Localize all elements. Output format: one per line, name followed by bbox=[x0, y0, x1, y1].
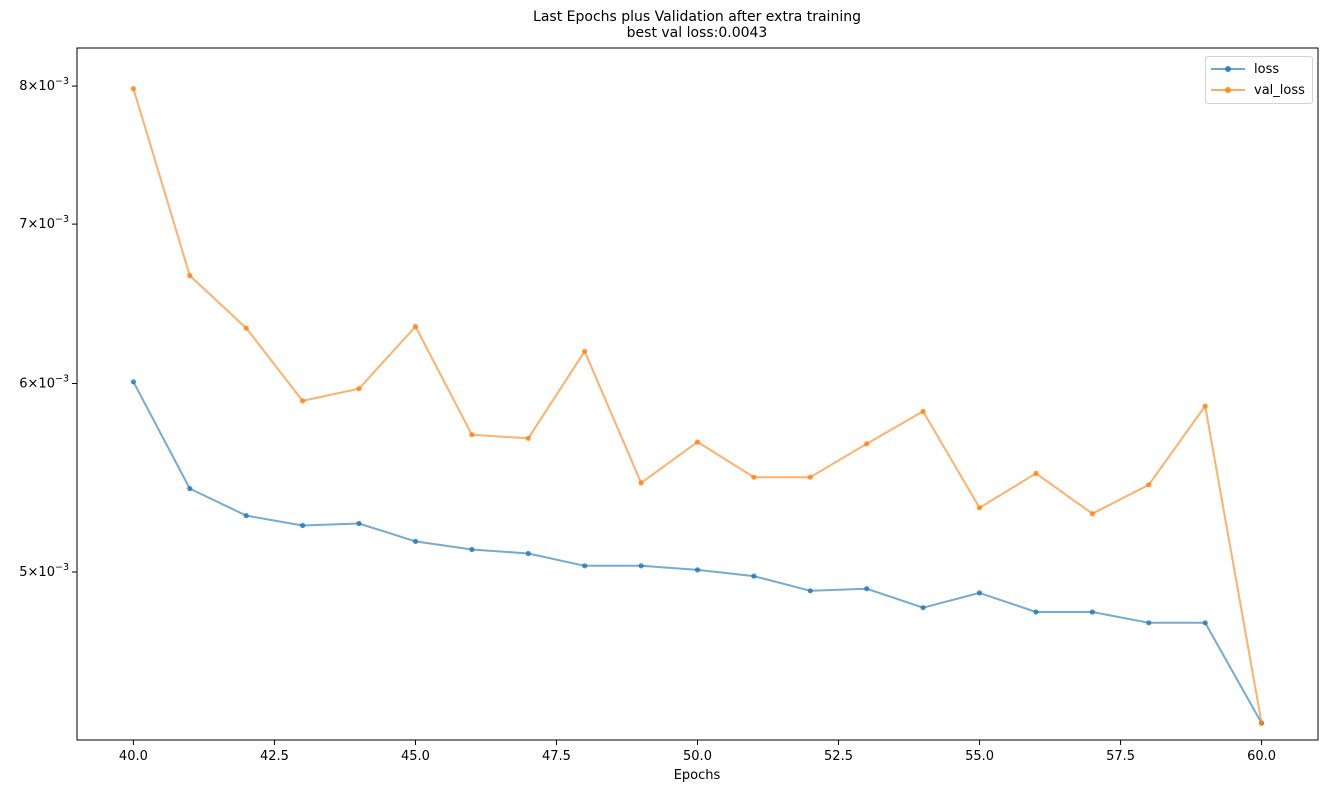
legend-item-val-loss: val_loss bbox=[1206, 81, 1305, 99]
data-point-loss bbox=[412, 538, 419, 545]
data-point-loss bbox=[807, 588, 813, 594]
data-point-loss bbox=[130, 379, 136, 385]
y-tick-label: 7×10−3 bbox=[19, 214, 69, 232]
x-tick-label: 57.5 bbox=[1106, 749, 1135, 764]
data-point-loss bbox=[920, 605, 926, 611]
data-point-val-loss bbox=[469, 432, 475, 438]
legend-label-val-loss: val_loss bbox=[1254, 82, 1305, 98]
data-point-loss bbox=[1089, 609, 1095, 615]
x-tick-label: 47.5 bbox=[542, 749, 571, 764]
chart-title: Last Epochs plus Validation after extra … bbox=[533, 9, 861, 25]
data-point-val-loss bbox=[187, 273, 193, 279]
data-point-loss bbox=[1033, 609, 1039, 615]
x-tick-label: 52.5 bbox=[824, 749, 853, 764]
data-point-loss bbox=[243, 513, 249, 519]
plot-frame bbox=[76, 47, 1319, 741]
data-point-val-loss bbox=[1259, 720, 1265, 726]
data-point-val-loss bbox=[920, 408, 926, 414]
legend-swatch-val-loss bbox=[1211, 81, 1245, 99]
data-point-loss bbox=[187, 486, 193, 492]
chart-subtitle: best val loss:0.0043 bbox=[626, 25, 768, 41]
data-point-val-loss bbox=[582, 348, 588, 354]
data-point-val-loss bbox=[976, 505, 983, 511]
data-point-val-loss bbox=[694, 439, 701, 445]
data-point-loss bbox=[356, 520, 362, 527]
series-layer bbox=[130, 86, 1265, 726]
data-point-val-loss bbox=[243, 325, 249, 331]
x-tick-label: 42.5 bbox=[260, 749, 289, 764]
data-point-loss bbox=[1146, 620, 1152, 626]
data-point-loss bbox=[582, 563, 588, 569]
data-point-loss bbox=[300, 522, 306, 529]
data-point-loss bbox=[751, 573, 757, 579]
data-point-val-loss bbox=[638, 480, 644, 486]
data-point-val-loss bbox=[412, 323, 419, 330]
data-point-val-loss bbox=[1033, 470, 1039, 476]
legend: loss val_loss bbox=[1205, 56, 1313, 104]
legend-swatch-loss bbox=[1211, 60, 1245, 78]
axes-layer: 40.0 42.5 45.0 47.5 50.0 52.5 55.0 57.5 60.0 5×10… bbox=[19, 47, 1319, 764]
data-point-val-loss bbox=[864, 441, 870, 447]
data-point-val-loss bbox=[525, 435, 531, 441]
x-tick-label: 45.0 bbox=[401, 749, 430, 764]
legend-label-loss: loss bbox=[1254, 61, 1280, 77]
legend-item-loss: loss bbox=[1206, 60, 1279, 78]
x-axis-label: Epochs bbox=[673, 768, 721, 783]
data-point-val-loss bbox=[300, 398, 306, 404]
data-point-val-loss bbox=[807, 474, 813, 480]
x-tick-label: 60.0 bbox=[1247, 749, 1276, 764]
data-point-val-loss bbox=[1146, 482, 1152, 488]
data-point-loss bbox=[976, 590, 983, 596]
data-point-loss bbox=[469, 546, 475, 553]
x-tick-label: 40.0 bbox=[119, 749, 148, 764]
y-tick-label: 5×10−3 bbox=[19, 562, 69, 580]
data-point-val-loss bbox=[130, 86, 136, 92]
data-point-val-loss bbox=[356, 386, 362, 392]
series-line-loss bbox=[132, 381, 1263, 724]
x-tick-label: 55.0 bbox=[965, 749, 994, 764]
data-point-loss bbox=[1202, 620, 1208, 626]
series-line-val-loss bbox=[132, 88, 1263, 724]
x-tick-label: 50.0 bbox=[683, 749, 712, 764]
data-point-val-loss bbox=[751, 474, 757, 480]
y-tick-label: 6×10−3 bbox=[19, 373, 69, 391]
y-tick-label: 8×10−3 bbox=[19, 76, 69, 94]
data-point-val-loss bbox=[1202, 403, 1208, 409]
data-point-loss bbox=[638, 563, 644, 569]
data-point-val-loss bbox=[1089, 511, 1095, 517]
data-point-loss bbox=[525, 550, 531, 557]
data-point-loss bbox=[864, 586, 870, 592]
data-point-loss bbox=[694, 567, 701, 573]
